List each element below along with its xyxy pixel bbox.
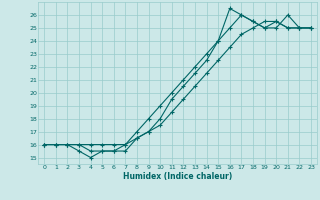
X-axis label: Humidex (Indice chaleur): Humidex (Indice chaleur) — [123, 172, 232, 181]
